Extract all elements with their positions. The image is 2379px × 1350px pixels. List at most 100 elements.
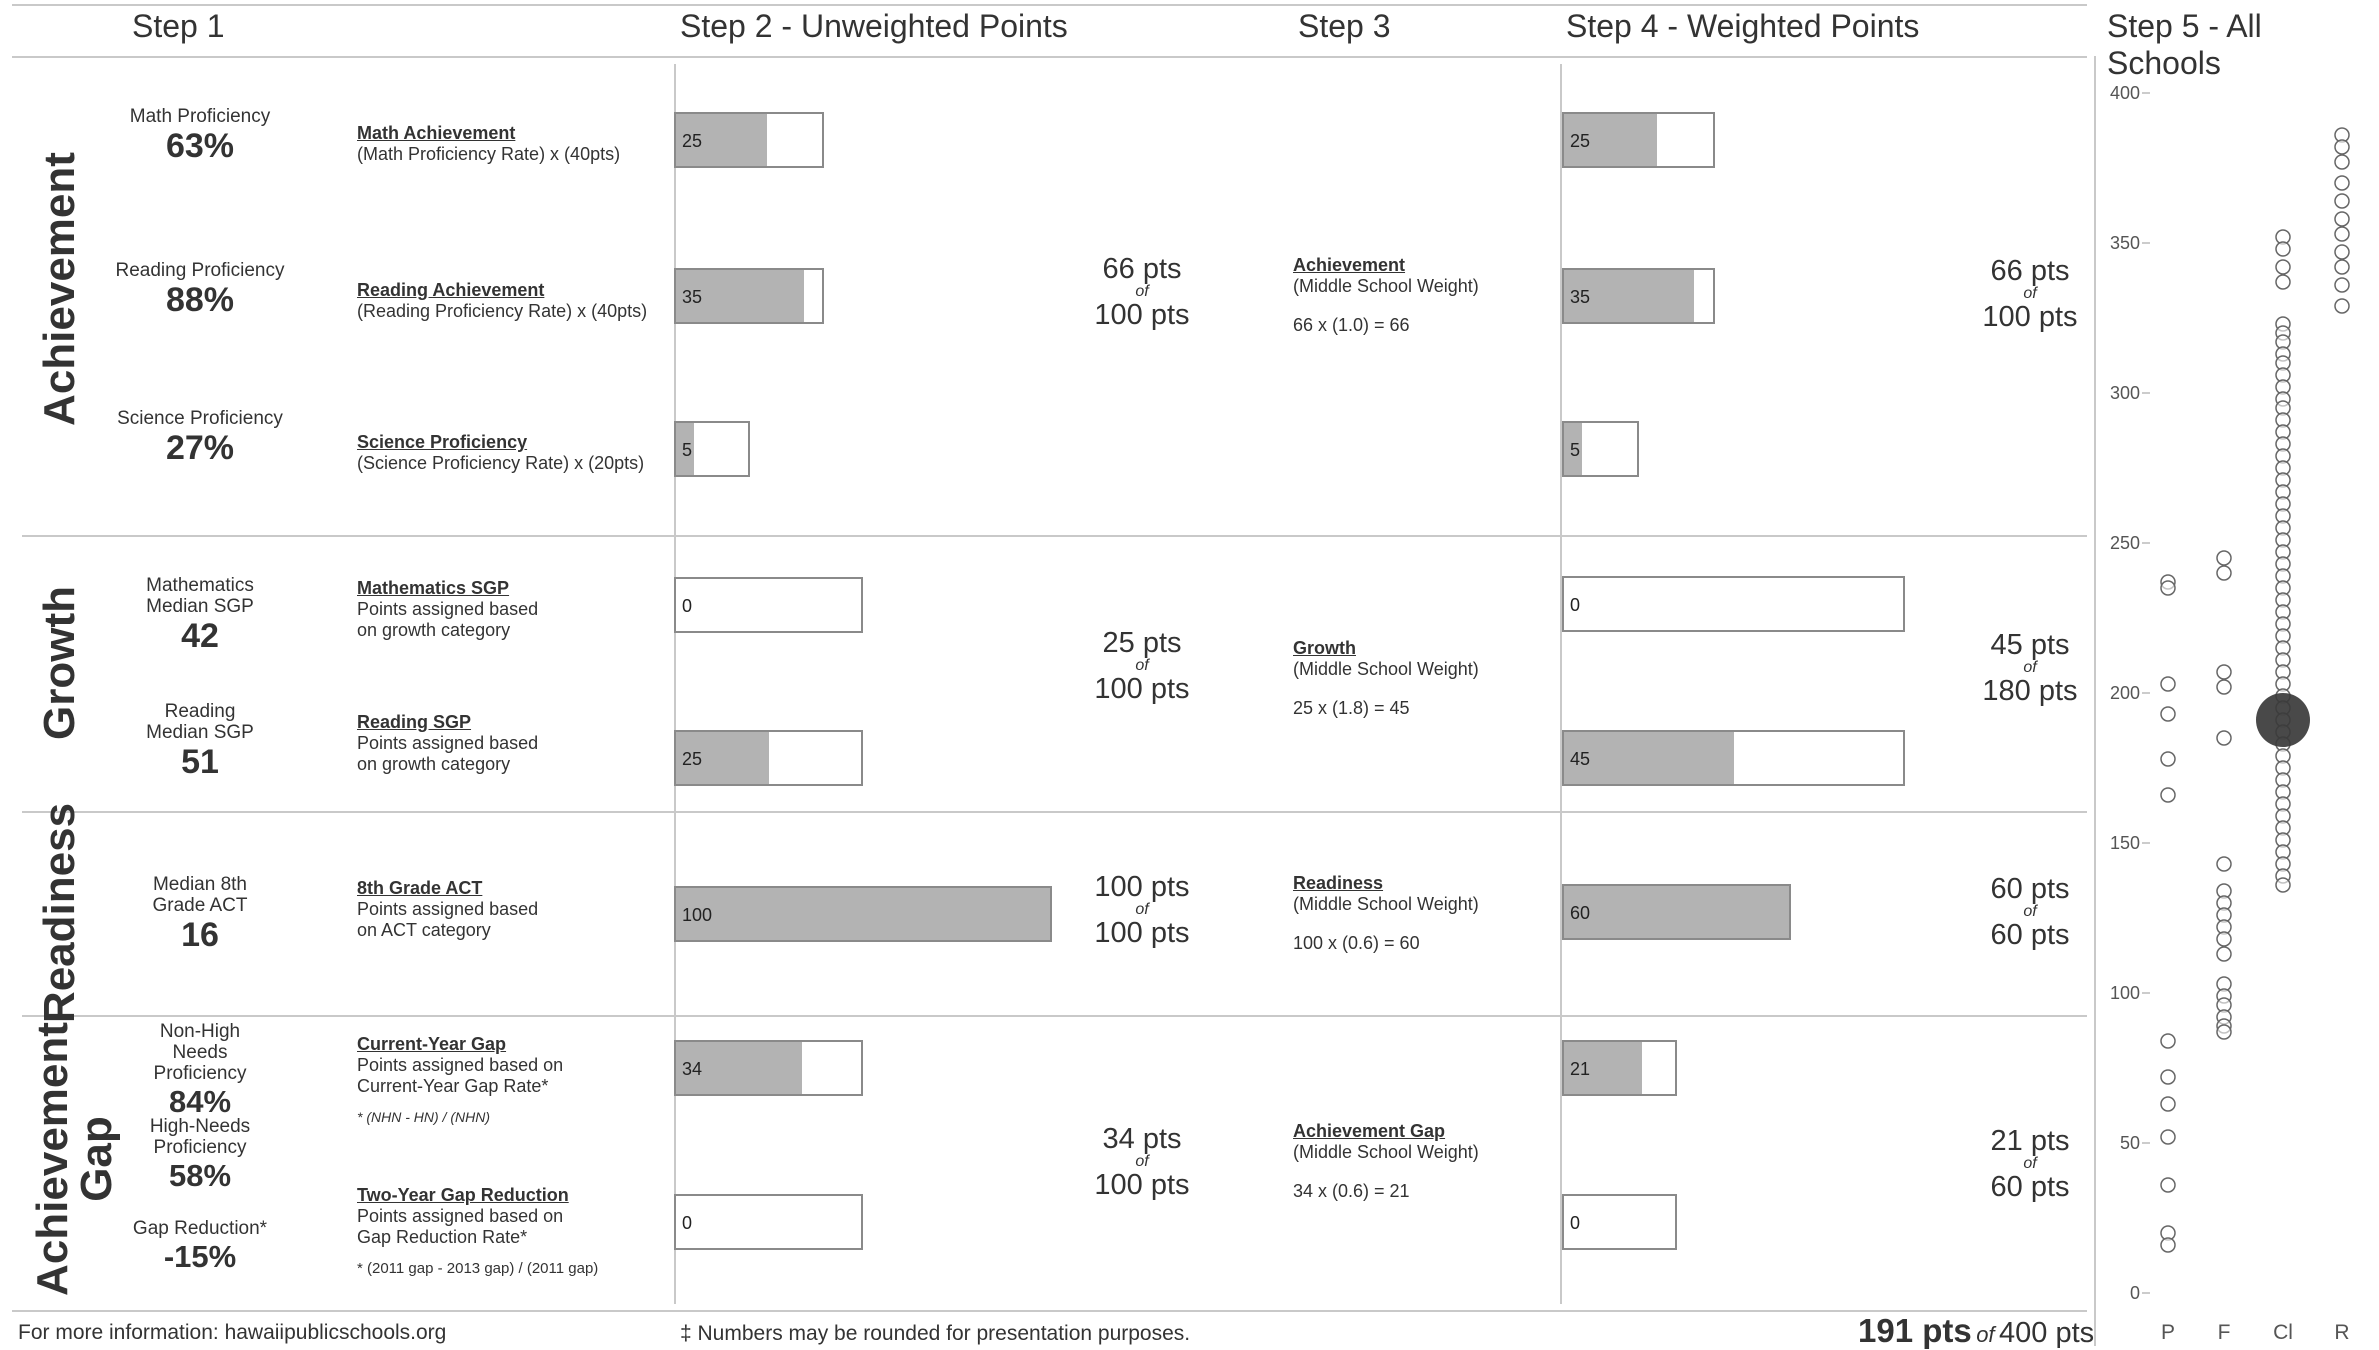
footer-rounding-note: ‡ Numbers may be rounded for presentatio… bbox=[680, 1322, 1191, 1345]
unweighted-total-gap: 34 pts of 100 pts bbox=[1062, 1124, 1222, 1200]
bar-value: 0 bbox=[682, 1213, 693, 1233]
formula-note: * (2011 gap - 2013 gap) / (2011 gap) bbox=[357, 1260, 599, 1277]
formula-desc: Points assigned based on ACT category bbox=[357, 899, 539, 940]
bar-fill bbox=[1564, 886, 1789, 938]
weight-title: Achievement Gap bbox=[1293, 1121, 1446, 1141]
metric-label: Median 8th Grade ACT bbox=[152, 874, 248, 916]
pts-max: 100 pts bbox=[1094, 673, 1190, 705]
weight-calc: 100 x (0.6) = 60 bbox=[1293, 933, 1420, 953]
weighted-bar-math: 25 bbox=[1562, 112, 1715, 168]
formula-desc: (Science Proficiency Rate) x (20pts) bbox=[357, 453, 645, 473]
pts-value: 66 pts bbox=[1102, 253, 1182, 285]
y-tick-label: 400 bbox=[2110, 83, 2140, 103]
bar-value: 45 bbox=[1570, 749, 1591, 769]
school-point bbox=[2334, 154, 2350, 170]
bar-value: 35 bbox=[1570, 287, 1591, 307]
metric-label: Reading Proficiency bbox=[115, 260, 285, 281]
unweighted-total-growth: 25 pts of 100 pts bbox=[1062, 628, 1222, 704]
footer-total: 191 pts of 400 pts bbox=[1858, 1312, 2094, 1350]
bar-value: 25 bbox=[1570, 131, 1591, 151]
weighted-bar-science: 5 bbox=[1562, 421, 1639, 477]
formula-title: Math Achievement bbox=[357, 123, 516, 143]
bar-value: 60 bbox=[1570, 903, 1591, 923]
formula-reading-sgp: Reading SGP Points assigned based on gro… bbox=[357, 712, 557, 775]
pts-max: 100 pts bbox=[1094, 917, 1190, 949]
pts-value: 21 pts bbox=[1990, 1125, 2070, 1157]
section-achievement: Achievement bbox=[35, 152, 84, 426]
weight-calc: 34 x (0.6) = 21 bbox=[1293, 1181, 1410, 1201]
school-point bbox=[2275, 241, 2291, 257]
y-tick-label: 50 bbox=[2120, 1133, 2140, 1153]
y-tick-label: 200 bbox=[2110, 683, 2140, 703]
metric-label: Science Proficiency bbox=[117, 408, 283, 429]
pts-max: 60 pts bbox=[1990, 919, 2070, 951]
school-point bbox=[2160, 751, 2176, 767]
school-point bbox=[2160, 580, 2176, 596]
bar-fill bbox=[676, 888, 1050, 940]
metric-act: Median 8th Grade ACT 16 bbox=[90, 874, 310, 955]
weighted-bar-act: 60 bbox=[1562, 884, 1791, 940]
pts-of: of bbox=[1135, 657, 1149, 674]
pts-value: 45 pts bbox=[1990, 629, 2070, 661]
school-point bbox=[2160, 787, 2176, 803]
metric-label: Math Proficiency bbox=[129, 106, 271, 127]
metric-reading-sgp: Reading Median SGP 51 bbox=[90, 701, 310, 782]
weight-title: Readiness bbox=[1293, 873, 1384, 893]
school-point bbox=[2334, 259, 2350, 275]
school-point bbox=[2160, 706, 2176, 722]
pts-value: 100 pts bbox=[1094, 871, 1190, 903]
unweighted-bar-math: 25 bbox=[674, 112, 824, 168]
unweighted-bar-reading: 35 bbox=[674, 268, 824, 324]
weight-title: Achievement bbox=[1293, 255, 1406, 275]
formula-desc: Points assigned based on Gap Reduction R… bbox=[357, 1206, 564, 1247]
pts-max: 100 pts bbox=[1094, 1169, 1190, 1201]
weighted-bar-gap-reduction: 0 bbox=[1562, 1194, 1677, 1250]
section-growth: Growth bbox=[35, 586, 84, 740]
pts-value: 60 pts bbox=[1990, 873, 2070, 905]
header-step2: Step 2 - Unweighted Points bbox=[680, 8, 1068, 44]
bar-fill bbox=[1564, 270, 1695, 322]
school-point bbox=[2216, 550, 2232, 566]
formula-science-proficiency: Science Proficiency (Science Proficiency… bbox=[357, 432, 667, 474]
bar-fill bbox=[1564, 114, 1658, 166]
footer-info: For more information: hawaiipublicschool… bbox=[18, 1321, 447, 1344]
school-point bbox=[2334, 175, 2350, 191]
y-tick-label: 150 bbox=[2110, 833, 2140, 853]
y-tick-label: 0 bbox=[2130, 1283, 2140, 1303]
y-tick-label: 350 bbox=[2110, 233, 2140, 253]
bar-fill bbox=[676, 270, 804, 322]
formula-desc: (Math Proficiency Rate) x (40pts) bbox=[357, 144, 621, 164]
school-point bbox=[2160, 676, 2176, 692]
school-point bbox=[2334, 139, 2350, 155]
pts-max: 100 pts bbox=[1982, 301, 2078, 333]
formula-math-sgp: Mathematics SGP Points assigned based on… bbox=[357, 578, 557, 641]
x-category-label: F bbox=[2218, 1321, 2231, 1344]
bar-value: 5 bbox=[682, 440, 693, 460]
bar-value: 5 bbox=[1570, 440, 1581, 460]
bar-value: 25 bbox=[682, 749, 703, 769]
weight-growth: Growth (Middle School Weight) 25 x (1.8)… bbox=[1293, 638, 1533, 719]
school-point bbox=[2160, 1177, 2176, 1193]
weight-desc: (Middle School Weight) bbox=[1293, 894, 1479, 914]
section-gap-line1: Achievement bbox=[28, 1022, 77, 1296]
bar-value: 35 bbox=[682, 287, 703, 307]
pts-of: of bbox=[2023, 1155, 2037, 1172]
metric-value: 16 bbox=[181, 916, 219, 954]
formula-reading-achievement: Reading Achievement (Reading Proficiency… bbox=[357, 280, 667, 322]
top-rule bbox=[12, 4, 2087, 6]
school-point bbox=[2275, 259, 2291, 275]
y-tick-label: 300 bbox=[2110, 383, 2140, 403]
metric-math-sgp: Mathematics Median SGP 42 bbox=[90, 575, 310, 656]
school-point bbox=[2334, 244, 2350, 260]
this-school-point bbox=[2256, 693, 2310, 747]
school-point bbox=[2334, 211, 2350, 227]
unweighted-total-achievement: 66 pts of 100 pts bbox=[1062, 254, 1222, 330]
pts-max: 180 pts bbox=[1982, 675, 2078, 707]
metric-science-proficiency: Science Proficiency 27% bbox=[90, 408, 310, 468]
weight-desc: (Middle School Weight) bbox=[1293, 276, 1479, 296]
divider-growth-readiness bbox=[22, 811, 2087, 813]
metric-value: 42 bbox=[181, 617, 219, 655]
formula-desc: (Reading Proficiency Rate) x (40pts) bbox=[357, 301, 648, 321]
weighted-total-gap: 21 pts of 60 pts bbox=[1950, 1126, 2110, 1202]
weight-title: Growth bbox=[1293, 638, 1356, 658]
